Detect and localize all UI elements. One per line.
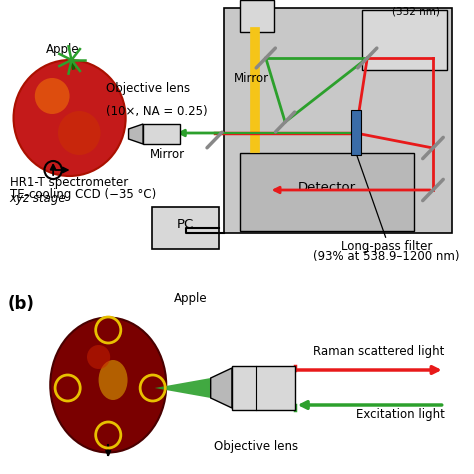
Text: Mirror: Mirror xyxy=(234,72,269,85)
Circle shape xyxy=(35,78,70,114)
Bar xyxy=(240,0,274,32)
Bar xyxy=(152,207,219,249)
Text: TE-cooling CCD (−35 °C): TE-cooling CCD (−35 °C) xyxy=(9,188,156,201)
Text: PC: PC xyxy=(177,218,194,230)
Text: Mirror: Mirror xyxy=(150,148,185,161)
Text: Objective lens: Objective lens xyxy=(106,82,191,95)
Bar xyxy=(143,124,180,144)
Circle shape xyxy=(58,111,100,155)
Text: Objective lens: Objective lens xyxy=(214,440,298,453)
Text: (10×, NA = 0.25): (10×, NA = 0.25) xyxy=(106,105,208,118)
Circle shape xyxy=(14,60,126,176)
Text: xyz stage: xyz stage xyxy=(9,192,66,205)
Bar xyxy=(232,366,295,410)
Polygon shape xyxy=(210,368,232,408)
Text: Excitation light: Excitation light xyxy=(356,408,445,421)
Text: Long-pass filter: Long-pass filter xyxy=(341,240,432,253)
Bar xyxy=(224,8,452,233)
Text: (93% at 538.9–1200 nm): (93% at 538.9–1200 nm) xyxy=(313,250,460,263)
Polygon shape xyxy=(155,378,210,398)
Bar xyxy=(240,153,414,231)
Text: (b): (b) xyxy=(8,295,35,313)
Text: Detector: Detector xyxy=(298,181,356,193)
Text: Raman scattered light: Raman scattered light xyxy=(313,345,445,358)
Bar xyxy=(351,110,362,155)
Circle shape xyxy=(87,345,110,369)
Text: Apple: Apple xyxy=(46,43,79,56)
Ellipse shape xyxy=(50,318,166,453)
Bar xyxy=(363,10,447,70)
Text: (332 nm): (332 nm) xyxy=(392,6,440,16)
Text: HR1-T spectrometer: HR1-T spectrometer xyxy=(9,176,128,189)
Polygon shape xyxy=(128,124,143,144)
Text: Apple: Apple xyxy=(174,292,208,305)
Ellipse shape xyxy=(99,360,128,400)
